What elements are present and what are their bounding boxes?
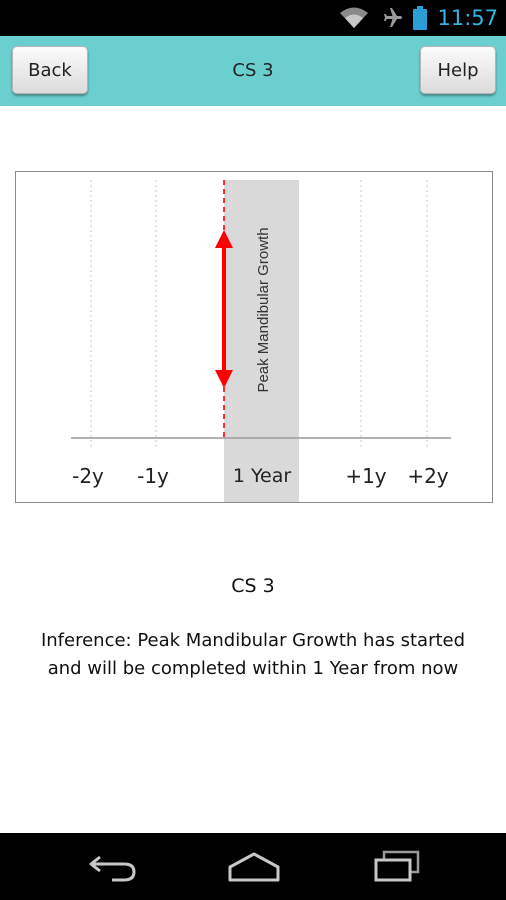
airplane-icon <box>384 8 403 27</box>
growth-chart-svg: Peak Mandibular Growth -2y -1y 1 Year +1… <box>71 180 451 502</box>
clock: 11:57 <box>437 6 498 30</box>
tick-label-plus-2y: +2y <box>407 464 448 488</box>
app-header: Back CS 3 Help <box>0 36 506 106</box>
inference-text: Inference: Peak Mandibular Growth has st… <box>0 627 506 683</box>
stage-caption: CS 3 <box>231 575 275 597</box>
home-icon[interactable] <box>226 850 282 884</box>
tick-label-minus-1y: -1y <box>137 464 169 488</box>
wifi-icon <box>340 7 369 28</box>
recents-icon[interactable] <box>372 849 422 883</box>
status-icons: 11:57 <box>339 4 498 32</box>
back-button[interactable]: Back <box>12 46 88 94</box>
page-title: CS 3 <box>232 60 274 81</box>
inference-line-1: Inference: Peak Mandibular Growth has st… <box>40 630 466 651</box>
help-button[interactable]: Help <box>420 46 496 94</box>
inference-line-2: and will be completed within 1 Year from… <box>47 658 459 679</box>
status-bar: 11:57 <box>0 0 506 36</box>
system-nav-bar <box>0 833 506 900</box>
growth-chart: Peak Mandibular Growth -2y -1y 1 Year +1… <box>15 171 493 503</box>
battery-icon <box>413 6 428 30</box>
tick-label-plus-1y: +1y <box>345 464 386 488</box>
band-label: Peak Mandibular Growth <box>255 227 272 392</box>
growth-range-arrow <box>215 230 233 388</box>
back-icon[interactable] <box>88 851 138 883</box>
tick-label-minus-2y: -2y <box>72 464 104 488</box>
peak-growth-band <box>224 180 299 502</box>
tick-label-1-year: 1 Year <box>233 465 292 487</box>
